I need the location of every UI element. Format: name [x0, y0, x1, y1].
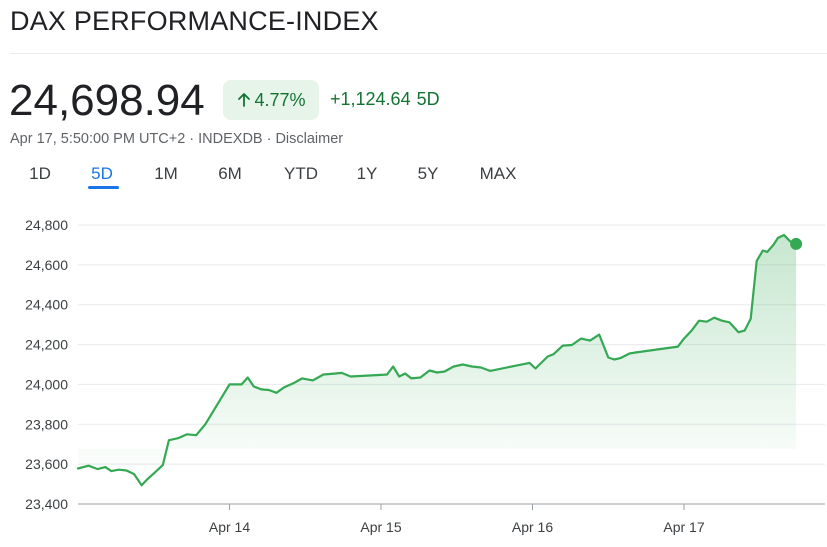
header-divider — [10, 53, 827, 54]
change-percent: 4.77% — [254, 89, 306, 110]
y-tick-label: 24,000 — [25, 376, 68, 392]
range-tabs: 1D 5D 1M 6M YTD 1Y 5Y MAX — [0, 160, 827, 194]
y-tick-label: 23,800 — [25, 416, 68, 432]
x-tick-label: Apr 15 — [360, 519, 401, 535]
y-tick-label: 24,200 — [25, 337, 68, 353]
x-axis-labels: Apr 14 Apr 15 Apr 16 Apr 17 — [209, 504, 705, 535]
y-tick-label: 24,600 — [25, 257, 68, 273]
tab-1d[interactable]: 1D — [29, 164, 51, 183]
last-price-marker — [790, 237, 803, 250]
price-chart[interactable]: 24,800 24,600 24,400 24,200 24,000 23,800 23,6… — [0, 200, 827, 547]
price-line — [76, 233, 798, 487]
data-source: INDEXDB — [198, 131, 263, 147]
disclaimer-link[interactable]: Disclaimer — [275, 131, 344, 147]
quote-meta: Apr 17, 5:50:00 PM UTC+2 · INDEXDB · Disclai… — [10, 131, 343, 147]
active-tab-indicator — [88, 186, 119, 189]
change-percent-badge: 4.77% — [223, 80, 319, 120]
x-tick-label: Apr 14 — [209, 519, 250, 535]
timestamp: Apr 17, 5:50:00 PM UTC+2 — [10, 131, 186, 147]
arrow-up-icon — [238, 93, 251, 107]
y-axis-labels: 24,800 24,600 24,400 24,200 24,000 23,800 23,6… — [25, 217, 68, 512]
tab-1m[interactable]: 1M — [154, 164, 178, 183]
tab-6m[interactable]: 6M — [218, 164, 242, 183]
price-area-fill — [78, 235, 797, 486]
y-tick-label: 24,400 — [25, 297, 68, 313]
tab-max[interactable]: MAX — [479, 164, 517, 183]
change-value: +1,124.64 — [330, 89, 411, 109]
meta-separator: · — [189, 131, 195, 147]
tab-5d[interactable]: 5D — [91, 164, 113, 183]
change-value-group: +1,124.64 5D — [330, 89, 440, 110]
y-tick-label: 24,800 — [25, 217, 68, 233]
tab-5y[interactable]: 5Y — [417, 164, 439, 183]
page-title: DAX PERFORMANCE-INDEX — [10, 6, 379, 36]
meta-separator: · — [266, 131, 272, 147]
y-tick-label: 23,400 — [25, 496, 68, 512]
current-price: 24,698.94 — [9, 76, 205, 125]
change-period: 5D — [416, 89, 440, 109]
y-tick-label: 23,600 — [25, 456, 68, 472]
tab-1y[interactable]: 1Y — [356, 164, 378, 183]
tab-ytd[interactable]: YTD — [284, 164, 318, 183]
x-tick-label: Apr 16 — [512, 519, 553, 535]
x-tick-label: Apr 17 — [663, 519, 704, 535]
